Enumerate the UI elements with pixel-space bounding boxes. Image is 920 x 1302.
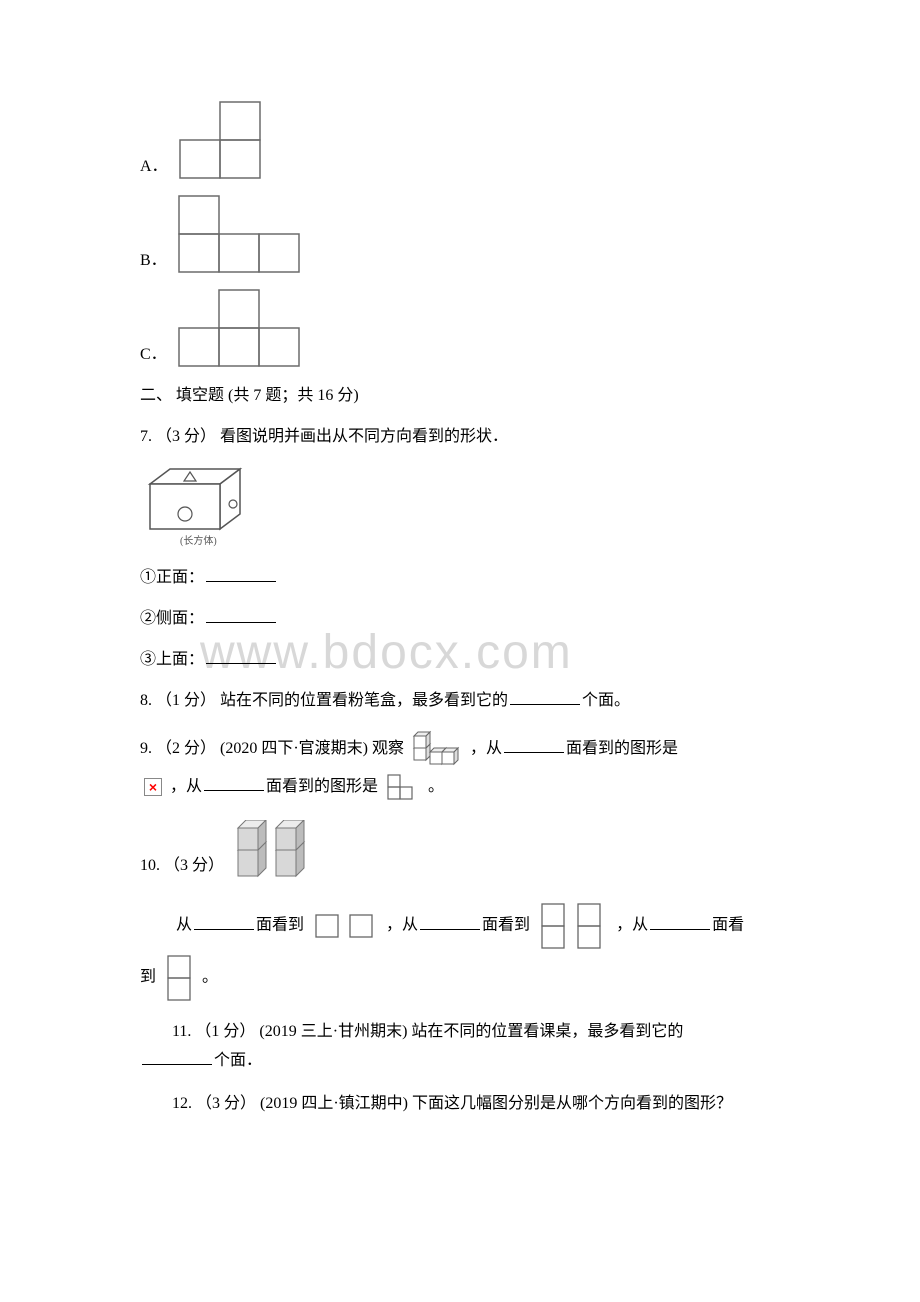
blank-input[interactable]: [206, 566, 276, 582]
option-c: C．: [140, 288, 780, 370]
q11: 11. （1 分） (2019 三上·甘州期末) 站在不同的位置看课桌，最多看到…: [140, 1018, 780, 1076]
two-squares-icon: [312, 911, 378, 941]
q7-line2: ②侧面：: [140, 605, 780, 634]
q10-part6: 面看: [712, 917, 744, 934]
blank-input[interactable]: [206, 607, 276, 623]
q10-part5: ，从: [616, 917, 648, 934]
two-vertical-pairs-icon: [538, 900, 608, 952]
q12-text: 12. （3 分） (2019 四上·镇江期中) 下面这几幅图分别是从哪个方向看…: [172, 1095, 732, 1112]
q9-part6: 。: [428, 778, 444, 795]
l-shape-icon: [386, 773, 420, 801]
option-c-label: C．: [140, 341, 167, 370]
blank-input[interactable]: [204, 775, 264, 791]
blank-input[interactable]: [142, 1049, 212, 1065]
q7-line1: ①正面：: [140, 564, 780, 593]
q9-part1: 9. （2 分） (2020 四下·官渡期末) 观察: [140, 740, 404, 757]
option-a-label: A．: [140, 153, 168, 182]
q10-part4: 面看到: [482, 917, 530, 934]
section-2-title: 二、 填空题 (共 7 题；共 16 分): [140, 382, 780, 411]
broken-image-icon: ×: [144, 778, 162, 796]
q11-text-after: 个面．: [214, 1052, 262, 1069]
q12: 12. （3 分） (2019 四上·镇江期中) 下面这几幅图分别是从哪个方向看…: [140, 1090, 780, 1119]
q11-text-before: 11. （1 分） (2019 三上·甘州期末) 站在不同的位置看课桌，最多看到…: [172, 1023, 683, 1040]
cubes-3d-icon: [412, 730, 462, 768]
q9-part2: ，从: [470, 740, 502, 757]
option-b: B．: [140, 194, 780, 276]
q7-line1-label: ①正面：: [140, 569, 204, 586]
blank-input[interactable]: [504, 737, 564, 753]
q10-part2: 面看到: [256, 917, 304, 934]
q10-part7: 到: [140, 969, 156, 986]
q7-header: 7. （3 分） 看图说明并画出从不同方向看到的形状．: [140, 423, 780, 452]
option-c-shape: [175, 288, 305, 370]
q7-line3-label: ③上面：: [140, 651, 204, 668]
option-b-label: B．: [140, 247, 167, 276]
page-content: A． B． C． 二、 填空题 (共 7 题；共 16 分) 7. （3 分） …: [140, 100, 780, 1119]
blank-input[interactable]: [194, 914, 254, 930]
cuboid-icon: (长方体): [140, 464, 250, 548]
q9-part4: ，从: [170, 778, 202, 795]
q10-header: 10. （3 分）: [140, 820, 780, 880]
blank-input[interactable]: [206, 648, 276, 664]
q9: 9. （2 分） (2020 四下·官渡期末) 观察 ，从面看到的图形是 × ，…: [140, 730, 780, 807]
q10-body: 从 面看到 ，从 面看到 ，从 面看 到 。: [140, 900, 780, 1004]
q9-part3: 面看到的图形是: [566, 740, 678, 757]
option-a: A．: [140, 100, 780, 182]
option-b-shape: [175, 194, 305, 276]
two-towers-icon: [234, 820, 314, 880]
svg-text:(长方体): (长方体): [180, 534, 217, 547]
blank-input[interactable]: [510, 689, 580, 705]
q8-text-before: 8. （1 分） 站在不同的位置看粉笔盒，最多看到它的: [140, 692, 508, 709]
q9-part5: 面看到的图形是: [266, 778, 378, 795]
q8-text-after: 个面。: [582, 692, 630, 709]
blank-input[interactable]: [650, 914, 710, 930]
option-a-shape: [176, 100, 266, 182]
q10-part3: ，从: [386, 917, 418, 934]
q10-part8: 。: [202, 969, 218, 986]
q7-line3: ③上面：: [140, 646, 780, 675]
q7-line2-label: ②侧面：: [140, 610, 204, 627]
blank-input[interactable]: [420, 914, 480, 930]
q10-part1: 从: [176, 917, 192, 934]
q8: 8. （1 分） 站在不同的位置看粉笔盒，最多看到它的 个面。: [140, 687, 780, 716]
q10-header-text: 10. （3 分）: [140, 852, 224, 881]
vertical-pair-icon: [164, 952, 194, 1004]
q7-figure: (长方体): [140, 464, 780, 559]
